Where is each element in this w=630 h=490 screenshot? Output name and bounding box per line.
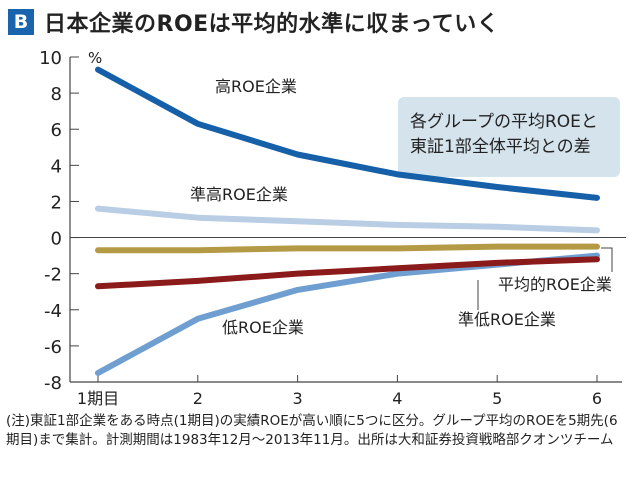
series-label-3: 準低ROE企業 (458, 310, 556, 329)
x-tick-label: 3 (293, 389, 303, 408)
x-tick-label: 2 (193, 389, 203, 408)
series-label-0: 高ROE企業 (215, 77, 297, 96)
y-tick-label: 2 (51, 192, 62, 213)
annotation-line-2: 東証1部全体平均との差 (410, 137, 591, 157)
y-tick-label: -4 (44, 301, 62, 322)
y-unit-label: % (88, 49, 102, 67)
chart-header: B 日本企業のROEは平均的水準に収まっていく (8, 6, 499, 38)
series-label-1: 準高ROE企業 (190, 185, 288, 204)
leader-line-average (601, 247, 613, 272)
annotation-line-1: 各グループの平均ROEと (410, 112, 598, 132)
series-line-0 (95, 66, 600, 201)
x-tick-label: 1期目 (77, 389, 119, 408)
section-badge: B (8, 9, 34, 35)
footnote: (注)東証1部企業をある時点(1期目)の実績ROEが高い順に5つに区分。グループ… (6, 413, 618, 448)
series-label-4: 低ROE企業 (222, 318, 304, 337)
y-tick-label: 4 (51, 156, 62, 177)
y-tick-label: 6 (51, 120, 62, 141)
y-tick-label: -2 (44, 265, 62, 286)
series-line-1 (95, 205, 600, 234)
annotation-box (398, 97, 620, 177)
y-tick-label: 10 (39, 48, 62, 69)
y-tick-label: -8 (44, 373, 62, 394)
series-label-2: 平均的ROE企業 (498, 275, 612, 294)
y-tick-label: -6 (44, 337, 62, 358)
x-tick-label: 6 (592, 389, 602, 408)
chart-title: 日本企業のROEは平均的水準に収まっていく (44, 12, 500, 37)
x-tick-label: 5 (492, 389, 502, 408)
y-tick-label: 8 (51, 84, 62, 105)
series-line-2 (95, 243, 600, 254)
line-chart: 10 8 6 4 2 0 -2 -4 -6 -8% 1期目 2 3 4 5 6 各グループの平均ROEと東証1部… (39, 48, 626, 408)
y-tick-label: 0 (51, 229, 62, 250)
x-tick-label: 4 (392, 389, 402, 408)
series-line-3 (95, 256, 600, 290)
